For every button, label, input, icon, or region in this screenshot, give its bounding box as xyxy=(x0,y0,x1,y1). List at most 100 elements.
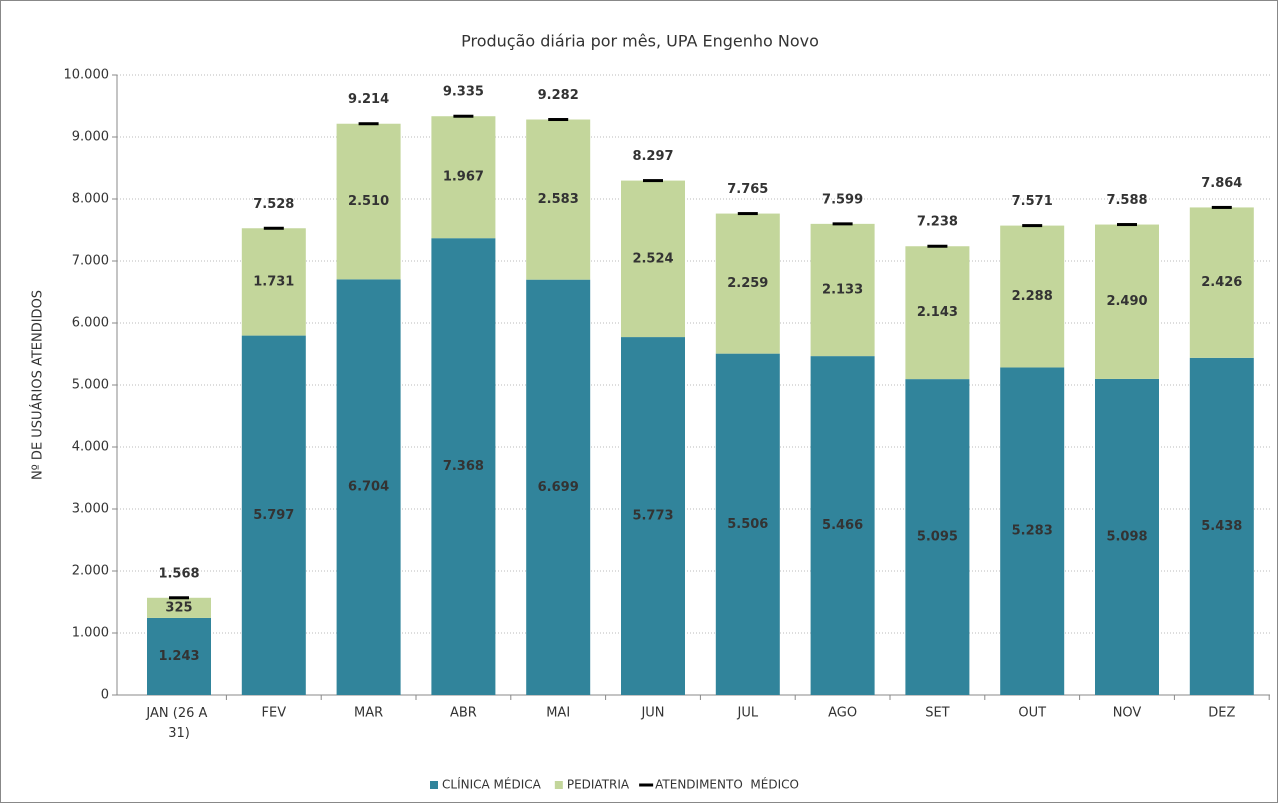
marker xyxy=(548,118,569,122)
x-tick-label: FEV xyxy=(262,706,287,721)
x-tick-label: JUN xyxy=(640,706,664,721)
y-tick-label: 10.000 xyxy=(64,68,110,83)
bar-segment xyxy=(336,279,401,695)
legend-label: ATENDIMENTO MÉDICO xyxy=(655,777,799,792)
x-tick-label: MAI xyxy=(546,706,570,721)
data-label: 7.588 xyxy=(1106,193,1147,208)
marker xyxy=(358,122,379,126)
data-label: 1.967 xyxy=(443,170,484,185)
x-tick-label: JAN (26 A 31) xyxy=(145,706,211,741)
bar-segment xyxy=(621,337,685,695)
data-label: 9.335 xyxy=(443,85,484,100)
marker xyxy=(927,244,948,248)
data-label: 5.466 xyxy=(822,518,863,533)
bar-segment xyxy=(621,180,685,338)
bar-segment xyxy=(147,597,211,618)
data-label: 5.283 xyxy=(1012,524,1053,539)
data-label: 5.506 xyxy=(727,517,768,532)
data-label: 1.731 xyxy=(253,274,294,289)
data-label: 5.098 xyxy=(1106,529,1147,544)
legend-label: PEDIATRIA xyxy=(567,778,630,792)
y-tick-label: 9.000 xyxy=(72,130,109,145)
data-label: 8.297 xyxy=(632,149,673,164)
data-label: 2.583 xyxy=(538,192,579,207)
y-tick-label: 4.000 xyxy=(72,440,109,455)
y-axis-label: Nº DE USUÁRIOS ATENDIDOS xyxy=(30,290,46,480)
data-label: 5.797 xyxy=(253,508,294,523)
y-tick-label: 1.000 xyxy=(72,626,109,641)
data-label: 7.528 xyxy=(253,197,294,212)
marker xyxy=(832,222,853,226)
data-label: 7.599 xyxy=(822,192,863,207)
legend-swatch xyxy=(430,781,438,789)
legend-swatch xyxy=(639,783,654,787)
marker xyxy=(643,179,663,183)
bar-segment xyxy=(1000,367,1065,695)
bar-segment xyxy=(336,123,401,280)
x-tick-label: DEZ xyxy=(1208,706,1235,721)
bar-segment xyxy=(241,228,306,336)
data-label: 7.238 xyxy=(917,215,958,230)
data-label: 1.243 xyxy=(158,649,199,664)
data-label: 2.288 xyxy=(1012,289,1053,304)
bar-segment xyxy=(431,116,496,239)
data-label: 2.510 xyxy=(348,194,389,209)
y-tick-label: 2.000 xyxy=(72,564,109,579)
bar-segment xyxy=(715,353,780,695)
bar-segment xyxy=(147,617,211,695)
data-label: 5.438 xyxy=(1201,519,1242,534)
bar-segment xyxy=(1189,207,1254,358)
marker xyxy=(263,226,284,230)
x-tick-label: NOV xyxy=(1113,706,1142,721)
data-label: 7.368 xyxy=(443,459,484,474)
data-label: 9.214 xyxy=(348,92,389,107)
data-label: 6.704 xyxy=(348,480,389,495)
bar-segment xyxy=(431,238,496,695)
x-tick-label: OUT xyxy=(1018,706,1046,721)
data-label: 2.524 xyxy=(632,251,673,266)
bar-segment xyxy=(1189,357,1254,695)
y-tick-label: 8.000 xyxy=(72,192,109,207)
bar-segment xyxy=(526,119,591,280)
bar-segment xyxy=(1095,224,1159,379)
data-label: 9.282 xyxy=(538,88,579,103)
y-tick-label: 3.000 xyxy=(72,502,109,517)
bar-segment xyxy=(526,279,591,695)
marker xyxy=(169,596,189,600)
x-tick-label: SET xyxy=(925,706,949,721)
x-tick-label: ABR xyxy=(450,706,477,721)
bar-segment xyxy=(905,246,970,380)
data-label: 7.765 xyxy=(727,182,768,197)
bar-segment xyxy=(810,223,875,357)
data-label: 2.259 xyxy=(727,276,768,291)
marker xyxy=(1022,224,1043,228)
data-label: 2.143 xyxy=(917,305,958,320)
data-label: 325 xyxy=(165,600,192,615)
y-tick-label: 7.000 xyxy=(72,254,109,269)
bar-segment xyxy=(810,356,875,695)
bar-segment xyxy=(241,335,306,695)
data-label: 1.568 xyxy=(158,566,199,581)
data-label: 6.699 xyxy=(538,480,579,495)
x-tick-label: MAR xyxy=(354,706,383,721)
marker xyxy=(453,114,474,118)
y-tick-label: 5.000 xyxy=(72,378,109,393)
data-label: 5.773 xyxy=(632,509,673,524)
marker xyxy=(1211,205,1232,209)
data-label: 2.426 xyxy=(1201,275,1242,290)
data-label: 2.133 xyxy=(822,282,863,297)
x-tick-label: AGO xyxy=(828,706,857,721)
data-label: 7.864 xyxy=(1201,176,1242,191)
bar-segment xyxy=(715,213,780,354)
bar-segment xyxy=(905,379,970,695)
y-tick-label: 0 xyxy=(101,688,109,703)
x-tick-label: JUL xyxy=(737,706,759,721)
chart-title: Produção diária por mês, UPA Engenho Nov… xyxy=(461,32,819,51)
y-tick-label: 6.000 xyxy=(72,316,109,331)
marker xyxy=(737,212,758,216)
data-label: 2.490 xyxy=(1106,294,1147,309)
data-label: 7.571 xyxy=(1012,194,1053,209)
legend-swatch xyxy=(554,781,563,789)
bar-segment xyxy=(1095,378,1159,695)
